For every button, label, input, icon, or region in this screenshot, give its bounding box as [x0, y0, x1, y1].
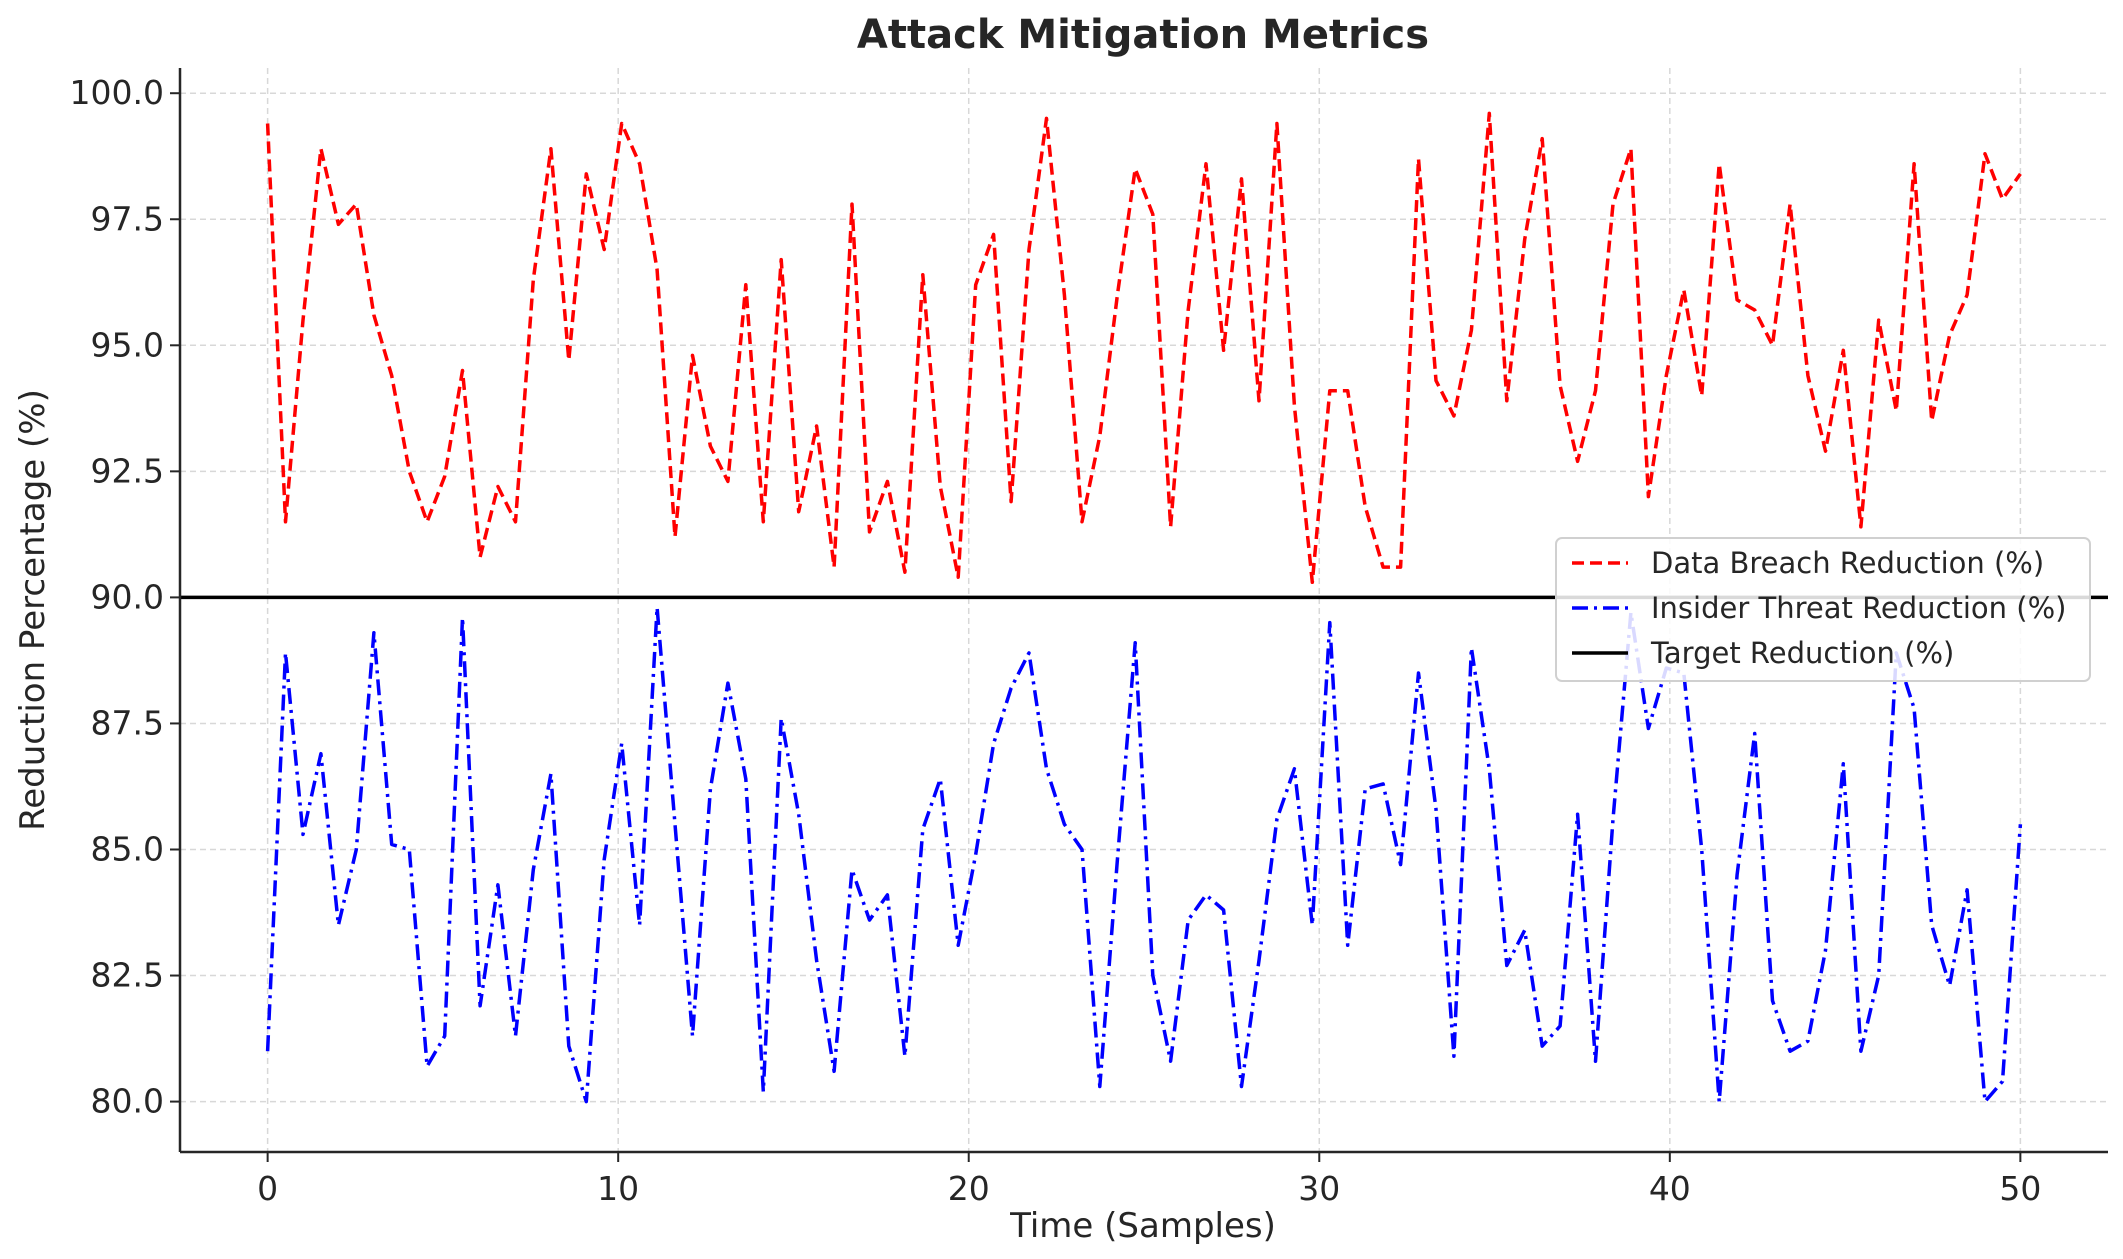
y-tick-label: 97.5 [91, 199, 164, 238]
legend-label-data-breach: Data Breach Reduction (%) [1651, 546, 2044, 580]
series-line-insider-threat-reduction [265, 605, 2023, 1104]
y-tick-label: 95.0 [91, 325, 164, 364]
legend-label-target: Target Reduction (%) [1650, 636, 1954, 670]
legend-label-insider-threat: Insider Threat Reduction (%) [1651, 591, 2066, 625]
x-tick-label: 20 [948, 1169, 990, 1208]
x-tick-label: 40 [1649, 1169, 1691, 1208]
grid [180, 68, 2108, 1152]
y-tick-label: 82.5 [91, 956, 164, 995]
x-ticks: 0 10 20 30 40 50 [257, 1152, 2041, 1208]
y-ticks: 80.0 82.5 85.0 87.5 90.0 92.5 95.0 97.5 100.0 [70, 73, 180, 1121]
y-tick-label: 87.5 [91, 703, 164, 742]
legend: Data Breach Reduction (%) Insider Threat… [1555, 537, 2091, 682]
y-tick-label: 92.5 [91, 451, 164, 490]
x-tick-label: 0 [257, 1169, 278, 1208]
y-tick-label: 85.0 [91, 829, 164, 868]
y-axis-label: Reduction Percentage (%) [13, 389, 53, 831]
series-line-data-breach-reduction [265, 111, 2022, 585]
x-tick-label: 50 [1999, 1169, 2041, 1208]
y-tick-label: 80.0 [91, 1082, 164, 1121]
x-tick-label: 10 [597, 1169, 639, 1208]
legend-box [1555, 537, 2091, 682]
x-axis-label: Time (Samples) [1009, 1206, 1276, 1246]
y-tick-label: 90.0 [91, 577, 164, 616]
axes [178, 68, 2108, 1154]
chart-title: Attack Mitigation Metrics [857, 12, 1429, 58]
y-tick-label: 100.0 [70, 73, 164, 112]
x-tick-label: 30 [1298, 1169, 1340, 1208]
